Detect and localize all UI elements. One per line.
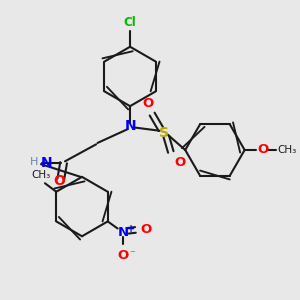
Text: O: O [174, 156, 185, 169]
Text: N: N [118, 226, 129, 239]
Text: CH₃: CH₃ [277, 145, 296, 155]
Text: O: O [53, 174, 65, 188]
Text: O: O [140, 224, 152, 236]
Text: CH₃: CH₃ [31, 170, 50, 180]
Text: O: O [118, 249, 129, 262]
Text: ⁻: ⁻ [129, 249, 135, 259]
Text: H: H [30, 157, 38, 167]
Text: Cl: Cl [124, 16, 136, 29]
Text: S: S [159, 126, 169, 140]
Text: O: O [143, 98, 154, 110]
Text: +: + [127, 224, 135, 234]
Text: O: O [257, 143, 268, 156]
Text: N: N [41, 156, 52, 170]
Text: N: N [124, 119, 136, 133]
